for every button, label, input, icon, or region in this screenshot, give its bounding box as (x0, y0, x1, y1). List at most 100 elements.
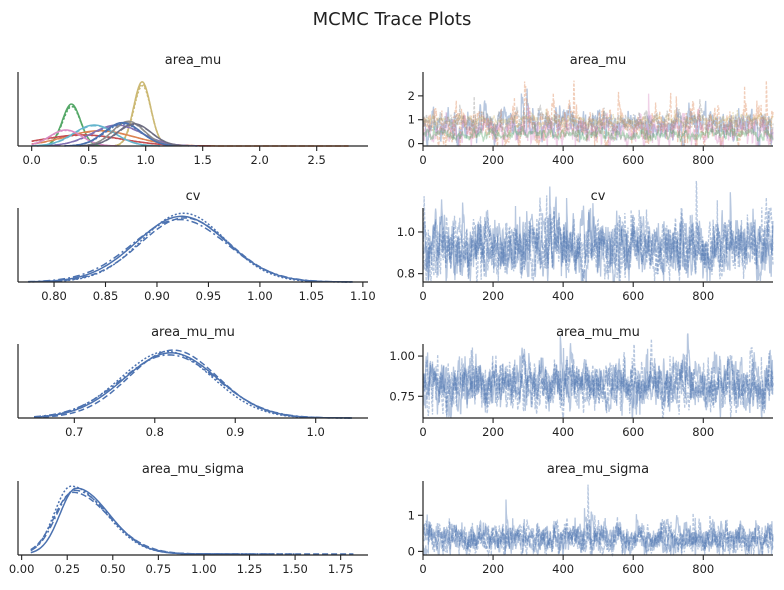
area_mu-trace-series-group (422, 80, 774, 149)
area_mu-density-series-8-2 (64, 123, 182, 147)
area_mu_sigma-trace-x-tick-label: 0 (419, 562, 426, 576)
area_mu-density-series-1-2 (114, 84, 170, 147)
area_mu_mu-density-series-0-0 (34, 352, 352, 419)
cv-density-x-tick-label: 0.90 (144, 289, 170, 303)
area_mu-trace-x-tick-label: 600 (622, 153, 644, 167)
area_mu_sigma-density-series-group (30, 485, 354, 555)
area_mu-density-x-tick-label: 2.0 (251, 153, 269, 167)
cv-density-x-tick-label: 0.95 (196, 289, 222, 303)
area_mu-density-series-group (31, 81, 349, 147)
cv-density-series-0-0 (28, 215, 353, 283)
area_mu-trace-series-5 (422, 96, 774, 142)
area_mu_mu-trace-y-tick-label: 0.75 (389, 389, 415, 403)
area_mu_mu-trace-x-tick-label: 400 (552, 425, 574, 439)
area_mu_mu-density-series-group (34, 349, 352, 419)
area_mu_sigma-density-x-tick-label: 1.25 (237, 562, 263, 576)
area_mu_sigma-density-x-tick-label: 0.75 (146, 562, 172, 576)
cv-trace-x-tick-label: 600 (622, 289, 644, 303)
cv-trace-x-tick-label: 400 (552, 289, 574, 303)
area_mu_sigma-density-panel: area_mu_sigma 0.00 0.25 0.50 0.75 1.00 1.25 1.5… (9, 462, 368, 576)
cv-trace-x-tick-label: 200 (482, 289, 504, 303)
cv-trace-title: cv (591, 189, 606, 204)
cv-density-title: cv (186, 189, 201, 204)
cv-density-series-2-0 (28, 212, 353, 283)
area_mu_mu-density-x-tick-label: 1.0 (307, 425, 325, 439)
area_mu_mu-trace-series-group (422, 333, 774, 418)
area_mu_sigma-trace-x-tick-label: 200 (482, 562, 504, 576)
area_mu-density-series-1-0 (114, 81, 170, 147)
cv-trace-series-group (422, 180, 774, 282)
area_mu_mu-density-series-3-0 (34, 354, 352, 419)
area_mu-trace-x-tick-label: 0 (419, 153, 426, 167)
area_mu_mu-trace-series-3 (422, 344, 774, 418)
area_mu_sigma-density-x-tick-label: 0.00 (9, 562, 35, 576)
area_mu_mu-trace-series-1 (422, 338, 774, 418)
area_mu_sigma-density-x-tick-label: 1.50 (282, 562, 308, 576)
area_mu-density-x-tick-label: 0.0 (23, 153, 41, 167)
cv-density-x-tick-label: 0.85 (93, 289, 119, 303)
area_mu_mu-trace-title: area_mu_mu (556, 325, 640, 340)
area_mu_sigma-density-series-1-0 (30, 491, 354, 555)
cv-trace-series-3 (422, 197, 774, 282)
cv-density-x-tick-label: 0.80 (41, 289, 67, 303)
area_mu_mu-density-panel: area_mu_mu 0.7 0.8 0.9 1.0 (17, 325, 368, 439)
area_mu_sigma-trace-series-3 (422, 515, 774, 557)
area_mu_sigma-density-series-3-0 (30, 489, 277, 555)
area_mu_sigma-trace-title: area_mu_sigma (547, 462, 649, 477)
area_mu-trace-y-tick-label: 0 (408, 137, 415, 151)
cv-density-series-3-0 (28, 218, 353, 283)
cv-density-panel: cv 0.80 0.85 0.90 0.95 1.00 1.05 1.10 (17, 189, 376, 303)
area_mu-density-x-tick-label: 2.5 (308, 153, 326, 167)
area_mu_mu-density-x-tick-label: 0.8 (146, 425, 164, 439)
area_mu_sigma-trace-series-2 (422, 499, 774, 556)
cv-density-x-tick-label: 1.10 (350, 289, 376, 303)
cv-trace-x-tick-label: 800 (692, 289, 714, 303)
area_mu_mu-density-title: area_mu_mu (151, 325, 235, 340)
cv-density-series-1-0 (28, 217, 353, 283)
cv-trace-x-tick-label: 0 (419, 289, 426, 303)
area_mu_mu-trace-x-tick-label: 200 (482, 425, 504, 439)
area_mu-density-x-tick-label: 1.0 (137, 153, 155, 167)
area_mu_sigma-trace-y-tick-label: 1 (408, 508, 415, 522)
area_mu-trace-series-1 (422, 80, 774, 147)
area_mu-trace-series-3 (422, 109, 774, 130)
cv-density-x-tick-label: 1.00 (247, 289, 273, 303)
area_mu-density-series-9-1 (79, 123, 190, 147)
area_mu_sigma-trace-series-group (422, 484, 774, 557)
area_mu_mu-trace-x-tick-label: 600 (622, 425, 644, 439)
area_mu_sigma-density-series-2-0 (30, 485, 296, 555)
cv-trace-series-0 (422, 192, 774, 282)
area_mu_sigma-trace-panel: area_mu_sigma 0 200 400 600 800 0 1 (408, 462, 774, 576)
area_mu_sigma-trace-series-1 (422, 484, 774, 557)
area_mu_sigma-trace-x-tick-label: 600 (622, 562, 644, 576)
area_mu-density-series-1-1 (114, 83, 170, 147)
cv-trace-y-tick-label: 1.0 (397, 225, 415, 239)
area_mu-trace-series-4 (422, 124, 774, 144)
area_mu-trace-x-tick-label: 400 (552, 153, 574, 167)
cv-trace-series-2 (422, 186, 774, 282)
area_mu-trace-x-tick-label: 200 (482, 153, 504, 167)
area_mu_mu-density-x-tick-label: 0.7 (65, 425, 83, 439)
area_mu_sigma-trace-y-tick-label: 0 (408, 544, 415, 558)
area_mu_sigma-density-x-tick-label: 0.50 (100, 562, 126, 576)
area_mu_sigma-density-x-tick-label: 1.75 (328, 562, 354, 576)
area_mu_mu-trace-x-tick-label: 0 (419, 425, 426, 439)
area_mu-trace-panel: area_mu 0 200 400 600 800 0 1 2 (408, 53, 774, 167)
area_mu_mu-trace-series-2 (422, 335, 774, 418)
area_mu-trace-y-tick-label: 2 (408, 89, 415, 103)
area_mu_sigma-trace-x-tick-label: 800 (692, 562, 714, 576)
area_mu-trace-series-0 (422, 88, 774, 147)
area_mu_sigma-trace-x-tick-label: 400 (552, 562, 574, 576)
area_mu-density-series-5-1 (31, 124, 161, 147)
area_mu-density-series-6-1 (31, 129, 117, 147)
area_mu_sigma-density-x-tick-label: 0.25 (54, 562, 80, 576)
area_mu-density-panel: area_mu 0.0 0.5 1.0 1.5 2.0 2.5 (17, 53, 368, 167)
area_mu_mu-trace-y-tick-label: 1.00 (389, 349, 415, 363)
area_mu-trace-series-2 (422, 93, 774, 149)
area_mu-trace-x-tick-label: 800 (692, 153, 714, 167)
cv-trace-series-1 (422, 180, 774, 282)
area_mu_mu-trace-panel: area_mu_mu 0 200 400 600 800 0.75 1.00 (389, 325, 774, 439)
area_mu_sigma-trace-series-0 (422, 508, 774, 557)
